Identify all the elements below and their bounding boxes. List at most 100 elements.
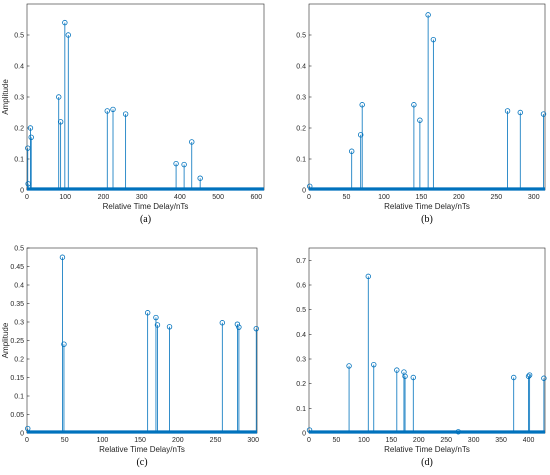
x-tick-label: 100 — [378, 194, 390, 201]
x-tick-label: 50 — [343, 194, 351, 201]
stem-marker — [57, 119, 64, 125]
stem-marker — [189, 139, 195, 145]
stem-point — [181, 161, 187, 189]
subplot-caption: (c) — [136, 457, 147, 468]
stem-marker — [307, 183, 313, 189]
stem-marker — [517, 109, 523, 116]
stem-marker — [541, 375, 547, 381]
stem-point — [154, 322, 161, 432]
stem-point — [104, 108, 110, 189]
x-tick-label: 400 — [523, 437, 535, 444]
stem-marker — [110, 106, 116, 113]
x-axis-label: Relative Time Delay/nTs — [384, 202, 470, 211]
y-tick-label: 0.2 — [14, 126, 24, 133]
y-tick-label: 0.1 — [296, 406, 306, 413]
y-tick-label: 0 — [20, 188, 24, 195]
stem-point — [236, 324, 242, 432]
stem-point — [253, 325, 259, 432]
stem-marker — [104, 108, 110, 114]
stem-marker — [526, 372, 533, 378]
y-tick-label: 0.3 — [296, 95, 306, 102]
y-tick-label: 0.1 — [296, 157, 306, 164]
x-tick-label: 350 — [495, 437, 507, 444]
stem-point — [525, 373, 532, 432]
stem-point — [401, 369, 407, 432]
plot-frame — [308, 3, 546, 191]
y-tick-label: 0 — [20, 431, 24, 438]
stem-point — [153, 314, 159, 432]
stem-point — [173, 160, 179, 189]
stem-point — [410, 374, 416, 432]
stem-point — [371, 361, 377, 432]
stem-point — [541, 375, 547, 432]
stem-point — [417, 117, 423, 189]
subplot-c: 0 50 100 150 200 250 300 0 0.05 0.1 0.15 0.2 0.25 0.3… — [1, 246, 259, 469]
x-tick-label: 300 — [247, 437, 259, 444]
y-tick-label: 0.4 — [14, 64, 24, 71]
subplot-caption: (a) — [140, 214, 151, 225]
y-tick-label: 0.5 — [296, 307, 306, 314]
stem-point — [219, 320, 226, 432]
x-tick-label: 150 — [134, 437, 146, 444]
stem-marker — [504, 108, 511, 114]
stem-marker — [28, 134, 34, 140]
stem-point — [122, 111, 129, 189]
stem-marker — [371, 361, 377, 368]
x-tick-label: 0 — [307, 437, 311, 444]
x-tick-label: 200 — [172, 437, 184, 444]
x-tick-label: 50 — [61, 437, 69, 444]
stem-point — [359, 102, 365, 189]
y-tick-label: 0.25 — [10, 338, 24, 345]
stem-point — [144, 310, 151, 432]
stem-point — [430, 36, 437, 189]
stem-point — [402, 373, 408, 432]
x-tick-label: 200 — [98, 194, 110, 201]
stem-point — [56, 94, 62, 189]
stem-marker — [181, 161, 187, 168]
stem-marker — [153, 314, 159, 321]
stem-point — [455, 429, 461, 435]
y-axis-label: Amplitude — [1, 322, 10, 358]
stem-point — [197, 175, 203, 189]
stem-point — [425, 12, 431, 189]
x-tick-label: 150 — [416, 194, 428, 201]
stem-marker — [219, 320, 226, 326]
stem-point — [25, 425, 31, 432]
stem-marker — [56, 94, 62, 100]
stem-marker — [197, 175, 203, 181]
subplot-d: 0 50 100 150 200 250 300 350 400 0 0.1 0.2 0.3 0.4 0.5… — [296, 247, 547, 468]
stem-marker — [253, 325, 259, 332]
stem-point — [349, 148, 355, 189]
x-tick-label: 50 — [333, 437, 341, 444]
stem-point — [411, 102, 417, 189]
y-tick-label: 0.05 — [10, 412, 24, 419]
y-tick-label: 0.4 — [296, 64, 306, 71]
stem-marker — [359, 102, 365, 108]
stem-marker — [425, 12, 431, 18]
subplot-caption: (d) — [421, 457, 433, 468]
plot-frame — [26, 3, 265, 191]
stem-marker — [349, 148, 355, 154]
stem-marker — [144, 310, 151, 316]
stem-marker — [173, 160, 179, 167]
y-tick-label: 0.2 — [296, 126, 306, 133]
y-tick-label: 0.2 — [296, 381, 306, 388]
y-tick-label: 0.1 — [14, 157, 24, 164]
stem-point — [526, 372, 533, 432]
x-tick-label: 250 — [210, 437, 222, 444]
stem-point — [57, 119, 64, 189]
y-tick-label: 0.3 — [14, 320, 24, 327]
stem-point — [365, 273, 371, 432]
x-tick-label: 500 — [212, 194, 224, 201]
x-tick-label: 250 — [490, 194, 502, 201]
stem-point — [62, 19, 68, 189]
stem-marker — [154, 322, 161, 328]
x-axis-label: Relative Time Delay/nTs — [384, 445, 470, 454]
subplot-caption: (b) — [421, 214, 433, 225]
y-tick-label: 0.45 — [10, 264, 24, 271]
x-tick-label: 100 — [97, 437, 109, 444]
stem-point — [307, 183, 313, 189]
y-tick-label: 0.5 — [14, 33, 24, 40]
stem-marker — [411, 102, 417, 108]
stem-point — [394, 367, 400, 432]
